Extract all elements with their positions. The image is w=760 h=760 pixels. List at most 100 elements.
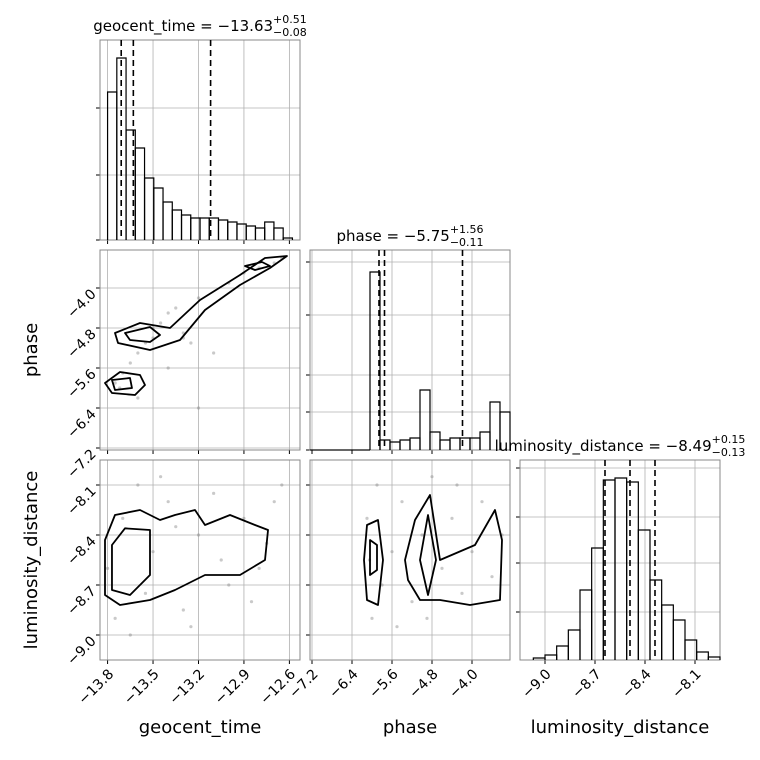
sample-point xyxy=(143,591,148,595)
hist-bin xyxy=(245,225,257,240)
contour xyxy=(419,514,437,596)
y-tick-label: −6.4 xyxy=(64,406,99,441)
sample-point xyxy=(490,575,494,579)
contour xyxy=(104,371,146,396)
sample-point xyxy=(410,600,414,604)
panel-title: luminosity_distance = −8.49+0.15 −0.13 xyxy=(495,433,746,459)
hist-bin xyxy=(106,91,118,240)
sample-point xyxy=(227,583,231,587)
hist-bin xyxy=(707,656,721,660)
hist-bin xyxy=(162,201,173,240)
sample-point xyxy=(425,616,429,620)
sample-point xyxy=(395,625,399,629)
sample-point xyxy=(113,616,117,620)
sample-point xyxy=(242,516,246,520)
x-tick-label: −12.9 xyxy=(212,666,254,708)
hist-bin xyxy=(236,223,247,240)
title-main: luminosity_distance = −8.49 xyxy=(495,437,712,456)
sample-point xyxy=(370,616,374,620)
sample-point xyxy=(196,406,201,410)
x-tick-label: −8.1 xyxy=(669,666,704,701)
x-tick-label: −6.4 xyxy=(326,666,361,701)
sample-point xyxy=(400,500,404,504)
title-sub: −0.13 xyxy=(712,446,746,459)
hist-bin xyxy=(429,431,441,450)
title-main: geocent_time = −13.63 xyxy=(93,17,273,36)
sample-point xyxy=(136,351,140,355)
sample-point xyxy=(280,483,284,487)
sample-point xyxy=(166,366,170,370)
sample-point xyxy=(219,558,223,562)
hist-bin xyxy=(579,589,593,660)
sample-point xyxy=(113,381,117,385)
x-tick-label: −8.7 xyxy=(569,666,604,701)
y-axis-label: phase xyxy=(21,323,42,377)
title-sup: +0.51 xyxy=(273,13,307,26)
hist-bin xyxy=(614,477,628,660)
x-axis-label: phase xyxy=(383,717,437,738)
hist-bin xyxy=(254,227,266,240)
sample-point xyxy=(128,361,132,365)
hist-bin xyxy=(684,639,698,660)
panel-title: phase = −5.75+1.56 −0.11 xyxy=(336,223,483,249)
y-tick-label: −4.0 xyxy=(64,286,99,321)
hist-bin xyxy=(479,431,491,450)
x-axis-label: luminosity_distance xyxy=(531,717,710,738)
hist-bin xyxy=(544,654,558,660)
sample-point xyxy=(440,566,444,570)
hist-bin xyxy=(449,437,461,450)
panel-frame xyxy=(519,459,721,661)
y-tick-label: −8.7 xyxy=(64,583,99,618)
sample-point xyxy=(420,533,424,537)
sample-point xyxy=(189,341,193,345)
sample-point xyxy=(174,306,178,310)
hist-bin xyxy=(273,227,284,240)
hist-bin xyxy=(399,439,411,450)
sample-point xyxy=(249,600,254,604)
contour xyxy=(244,261,271,271)
hist-bin xyxy=(591,547,604,660)
sample-point xyxy=(159,321,163,325)
hist-bin xyxy=(134,147,146,240)
hist-bin xyxy=(626,481,639,660)
hist-bin xyxy=(153,187,164,240)
x-tick-label: −8.4 xyxy=(619,666,654,701)
sample-point xyxy=(136,483,140,487)
y-tick-label: −9.0 xyxy=(64,633,99,668)
title-sup: +1.56 xyxy=(450,223,484,236)
y-tick-label: −5.6 xyxy=(64,366,99,401)
x-tick-label: −5.6 xyxy=(366,666,401,701)
sample-point xyxy=(159,475,163,479)
sample-point xyxy=(128,633,132,637)
hist-bin xyxy=(180,214,192,240)
x-tick-label: −4.8 xyxy=(406,666,441,701)
panel-title: geocent_time = −13.63+0.51 −0.08 xyxy=(93,13,307,39)
x-tick-label: −9.0 xyxy=(519,666,554,701)
contour xyxy=(124,326,161,343)
hist-bin xyxy=(264,221,275,240)
x-axis-label: geocent_time xyxy=(139,717,262,738)
hist-bin xyxy=(469,437,481,450)
panel-frame xyxy=(99,39,301,241)
hist-bin xyxy=(439,439,451,450)
hist-bin xyxy=(649,579,663,660)
sample-point xyxy=(151,550,155,554)
sample-point xyxy=(430,475,434,479)
sample-point xyxy=(375,483,379,487)
sample-point xyxy=(166,311,170,315)
panel-frame xyxy=(309,249,511,451)
y-axis-label: luminosity_distance xyxy=(21,471,42,650)
sample-point xyxy=(121,516,125,520)
title-sub: −0.11 xyxy=(450,236,484,249)
hist-bin xyxy=(661,604,674,660)
y-tick-label: −4.8 xyxy=(64,326,99,361)
hist-bin xyxy=(227,221,238,240)
hist-bin xyxy=(282,237,294,240)
hist-bin xyxy=(499,411,511,450)
sample-point xyxy=(480,500,484,504)
contour xyxy=(369,539,378,576)
sample-point xyxy=(212,491,216,495)
sample-point xyxy=(136,396,140,400)
sample-point xyxy=(460,591,464,595)
